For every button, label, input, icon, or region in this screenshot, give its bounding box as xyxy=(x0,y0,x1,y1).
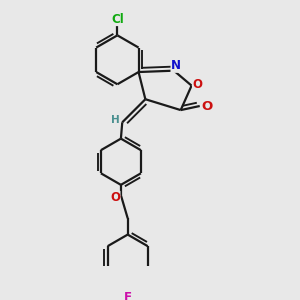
Text: O: O xyxy=(201,100,212,112)
Text: F: F xyxy=(124,291,132,300)
Text: O: O xyxy=(193,78,202,91)
Text: Cl: Cl xyxy=(111,13,124,26)
Text: H: H xyxy=(111,115,120,125)
Text: O: O xyxy=(110,191,120,204)
Text: N: N xyxy=(171,59,181,72)
